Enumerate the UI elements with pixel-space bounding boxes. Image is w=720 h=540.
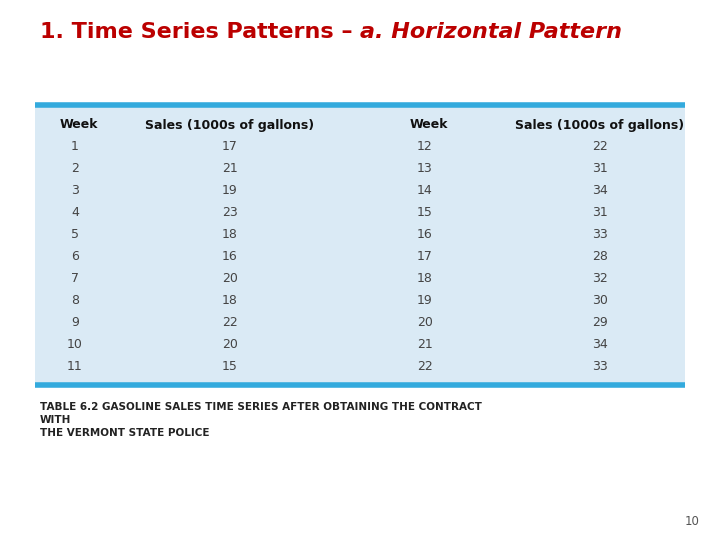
Text: 10: 10 xyxy=(67,339,83,352)
Text: THE VERMONT STATE POLICE: THE VERMONT STATE POLICE xyxy=(40,428,210,438)
Text: 21: 21 xyxy=(222,163,238,176)
Text: 18: 18 xyxy=(222,294,238,307)
Text: 3: 3 xyxy=(71,185,79,198)
Text: 1: 1 xyxy=(71,140,79,153)
Text: 16: 16 xyxy=(222,251,238,264)
Text: 32: 32 xyxy=(592,273,608,286)
Text: 30: 30 xyxy=(592,294,608,307)
Text: 5: 5 xyxy=(71,228,79,241)
Text: 12: 12 xyxy=(417,140,433,153)
Text: 21: 21 xyxy=(417,339,433,352)
Text: 19: 19 xyxy=(417,294,433,307)
Text: 1. Time Series Patterns –: 1. Time Series Patterns – xyxy=(40,22,360,42)
Text: 29: 29 xyxy=(592,316,608,329)
Text: 34: 34 xyxy=(592,185,608,198)
Text: 7: 7 xyxy=(71,273,79,286)
Text: 31: 31 xyxy=(592,163,608,176)
Text: 20: 20 xyxy=(222,273,238,286)
Text: 4: 4 xyxy=(71,206,79,219)
Text: 15: 15 xyxy=(222,361,238,374)
Text: 20: 20 xyxy=(222,339,238,352)
Text: 22: 22 xyxy=(592,140,608,153)
Text: Week: Week xyxy=(60,118,99,132)
Text: 31: 31 xyxy=(592,206,608,219)
Text: 10: 10 xyxy=(685,515,700,528)
Text: 34: 34 xyxy=(592,339,608,352)
Text: 15: 15 xyxy=(417,206,433,219)
Text: 18: 18 xyxy=(417,273,433,286)
Text: 33: 33 xyxy=(592,361,608,374)
Text: 8: 8 xyxy=(71,294,79,307)
Text: 11: 11 xyxy=(67,361,83,374)
Text: 6: 6 xyxy=(71,251,79,264)
Text: 17: 17 xyxy=(222,140,238,153)
Text: WITH: WITH xyxy=(40,415,71,425)
Text: 33: 33 xyxy=(592,228,608,241)
Bar xyxy=(35,105,685,385)
Text: a. Horizontal Pattern: a. Horizontal Pattern xyxy=(360,22,622,42)
Text: 19: 19 xyxy=(222,185,238,198)
Text: 13: 13 xyxy=(417,163,433,176)
Text: 22: 22 xyxy=(417,361,433,374)
Text: Week: Week xyxy=(410,118,449,132)
Text: 2: 2 xyxy=(71,163,79,176)
Text: TABLE 6.2 GASOLINE SALES TIME SERIES AFTER OBTAINING THE CONTRACT: TABLE 6.2 GASOLINE SALES TIME SERIES AFT… xyxy=(40,402,482,412)
Text: Sales (1000s of gallons): Sales (1000s of gallons) xyxy=(516,118,685,132)
Text: 22: 22 xyxy=(222,316,238,329)
Text: 9: 9 xyxy=(71,316,79,329)
Text: 23: 23 xyxy=(222,206,238,219)
Text: 28: 28 xyxy=(592,251,608,264)
Text: 16: 16 xyxy=(417,228,433,241)
Text: 14: 14 xyxy=(417,185,433,198)
Text: 20: 20 xyxy=(417,316,433,329)
Text: 17: 17 xyxy=(417,251,433,264)
Text: Sales (1000s of gallons): Sales (1000s of gallons) xyxy=(145,118,315,132)
Text: 18: 18 xyxy=(222,228,238,241)
